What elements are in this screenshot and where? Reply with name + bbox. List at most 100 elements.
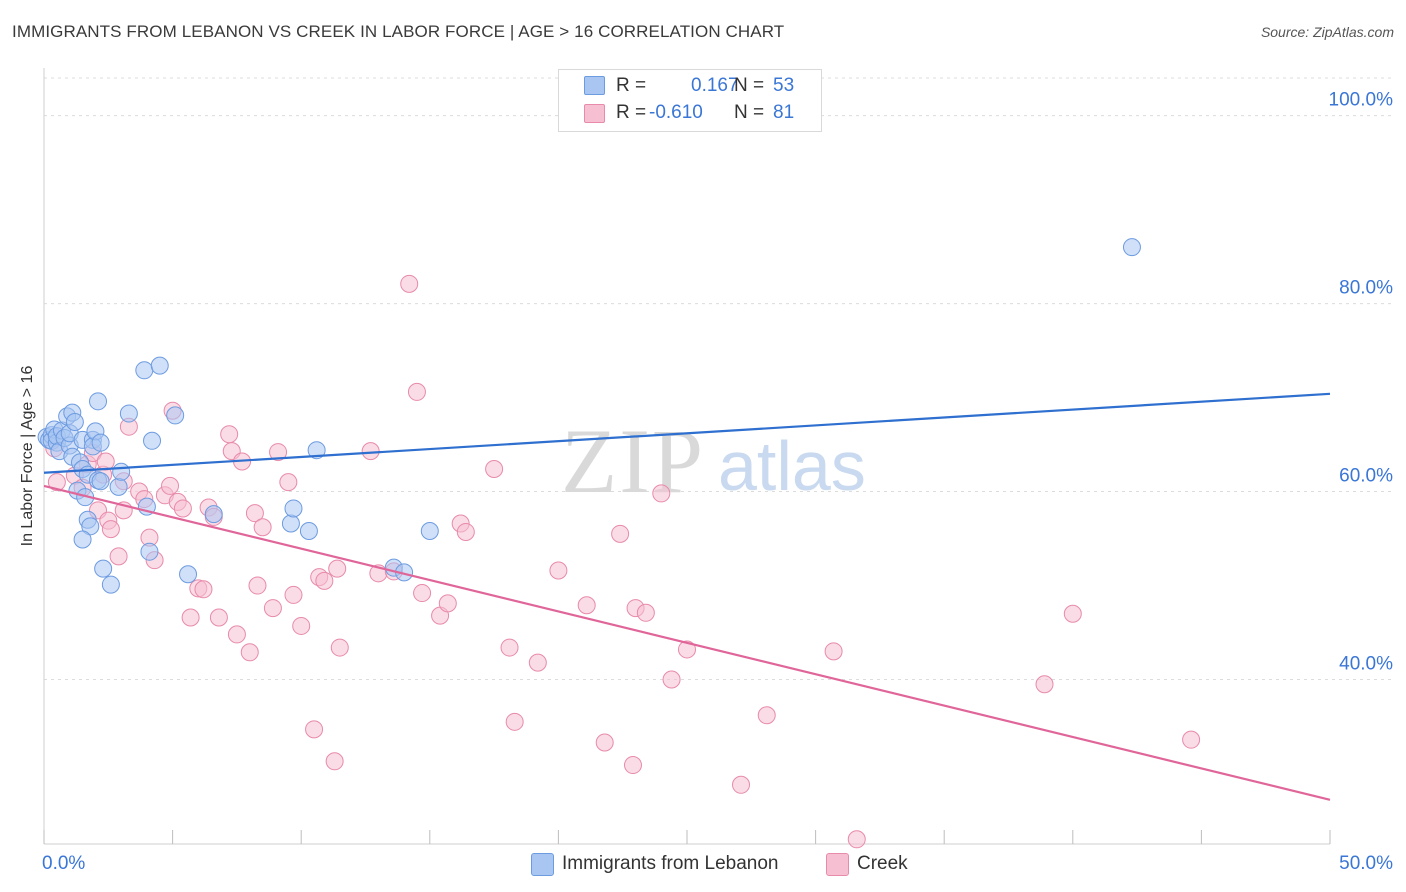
tick-labels: 40.0% 60.0% 80.0% 100.0% 0.0% 50.0%	[42, 90, 1393, 874]
chart-title: IMMIGRANTS FROM LEBANON VS CREEK IN LABO…	[12, 22, 785, 41]
data-point	[281, 514, 300, 533]
legend-label-creek: Creek	[857, 853, 908, 874]
data-point	[204, 505, 223, 524]
data-point	[101, 520, 120, 539]
legend-swatch-lebanon	[531, 853, 554, 876]
data-point	[299, 522, 318, 541]
data-point	[143, 431, 162, 450]
legend-r-label: R =	[616, 102, 647, 123]
data-point	[101, 575, 120, 594]
y-tick-label: 80.0%	[1339, 278, 1393, 299]
data-point	[330, 638, 349, 657]
data-point	[824, 642, 843, 661]
data-point	[549, 561, 568, 580]
trend-line	[43, 484, 1331, 801]
data-point	[1063, 604, 1082, 623]
correlation-legend: R = 0.167 N = 53 R = -0.610 N = 81	[558, 69, 822, 132]
data-point	[636, 603, 655, 622]
data-point	[248, 576, 267, 595]
x-tick-label: 0.0%	[42, 853, 85, 874]
data-point	[500, 638, 519, 657]
trend-lines	[43, 392, 1331, 801]
data-point	[1122, 238, 1141, 257]
data-point	[269, 443, 288, 462]
data-point	[112, 462, 131, 481]
watermark: ZIP atlas	[561, 410, 866, 512]
data-point	[407, 382, 426, 401]
data-point	[179, 565, 198, 584]
x-tick-label: 50.0%	[1339, 853, 1393, 874]
data-point	[1035, 675, 1054, 694]
data-point	[47, 473, 66, 492]
data-point	[315, 571, 334, 590]
data-point	[305, 720, 324, 739]
legend-swatch-creek	[584, 104, 605, 123]
data-point	[757, 706, 776, 725]
data-point	[361, 442, 380, 461]
data-point	[263, 599, 282, 618]
axes	[43, 68, 1331, 845]
data-point	[611, 524, 630, 543]
data-point	[109, 547, 128, 566]
data-point	[240, 643, 259, 662]
data-point	[253, 518, 272, 537]
data-point	[652, 484, 671, 503]
data-point	[209, 608, 228, 627]
y-tick-label: 60.0%	[1339, 466, 1393, 487]
y-tick-label: 40.0%	[1339, 654, 1393, 675]
legend-n-value: 81	[773, 102, 795, 123]
y-tick-label: 100.0%	[1329, 90, 1394, 111]
legend-label-lebanon: Immigrants from Lebanon	[562, 853, 779, 874]
data-point	[678, 640, 696, 659]
data-point	[325, 752, 344, 771]
watermark-zip: ZIP	[561, 410, 705, 512]
data-point	[438, 594, 457, 613]
legend-n-value: 53	[773, 75, 795, 96]
data-point	[662, 670, 681, 689]
data-point	[284, 499, 303, 518]
watermark-atlas: atlas	[718, 427, 866, 505]
data-point	[420, 522, 439, 541]
data-point	[119, 404, 138, 423]
data-point	[194, 580, 213, 599]
data-point	[292, 616, 311, 635]
legend-n-label: N =	[734, 102, 765, 123]
data-point	[413, 584, 432, 603]
data-point	[279, 473, 298, 492]
data-point	[577, 596, 596, 615]
data-point	[135, 361, 154, 380]
data-point	[96, 452, 115, 471]
trend-line	[43, 392, 1331, 474]
gridlines	[44, 77, 1394, 681]
data-point	[166, 406, 185, 425]
legend-swatch-creek	[826, 853, 849, 876]
data-point	[109, 477, 128, 496]
data-point	[161, 476, 180, 495]
data-point	[528, 653, 547, 672]
legend-r-value: -0.610	[649, 102, 703, 123]
data-point	[227, 625, 246, 644]
data-point	[307, 441, 326, 460]
legend-r-label: R =	[616, 75, 647, 96]
source-label: Source: ZipAtlas.com	[1260, 24, 1394, 40]
data-point	[220, 425, 239, 444]
data-point	[150, 356, 169, 375]
data-point	[245, 504, 264, 523]
data-point	[847, 830, 866, 849]
data-point	[173, 499, 192, 518]
data-point	[400, 274, 419, 293]
data-point	[284, 585, 303, 604]
legend-swatch-lebanon	[584, 76, 605, 95]
data-point	[65, 412, 84, 431]
data-point	[623, 756, 642, 775]
series-legend: Immigrants from Lebanon Creek	[0, 851, 1406, 877]
data-point	[505, 712, 524, 731]
data-point	[456, 522, 475, 541]
data-point	[732, 775, 751, 794]
data-point	[1182, 730, 1201, 749]
data-point	[94, 559, 113, 578]
data-point	[328, 559, 347, 578]
data-point	[140, 542, 159, 561]
data-point	[181, 608, 200, 627]
